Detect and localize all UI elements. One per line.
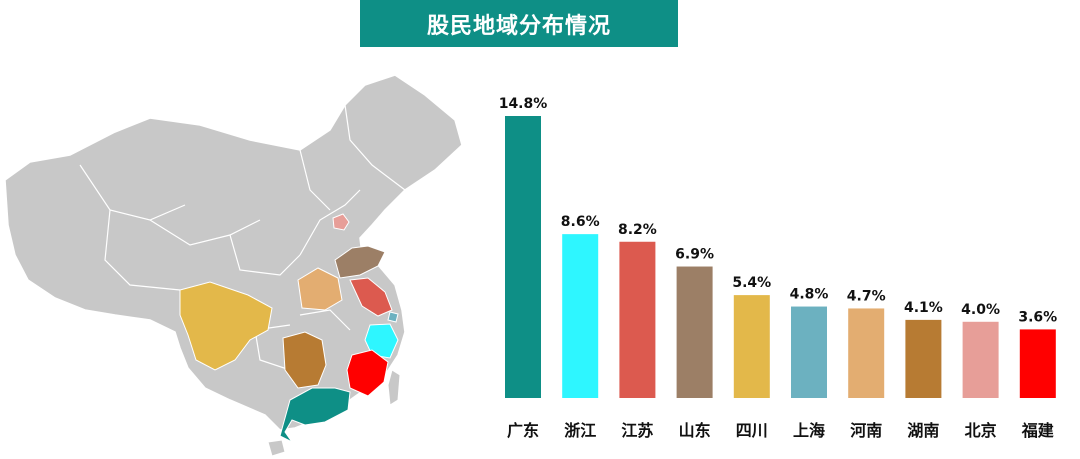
bar-5 xyxy=(791,306,827,398)
category-labels-group: 广东 浙江 江苏 山东 四川 上海 河南 湖南 北京 福建 xyxy=(507,421,1054,440)
value-label-6: 4.7% xyxy=(847,288,886,304)
category-label-0: 广东 xyxy=(507,421,539,440)
category-label-6: 河南 xyxy=(850,421,882,440)
bar-8 xyxy=(962,321,999,398)
bar-0 xyxy=(505,116,541,398)
island-taiwan xyxy=(387,369,401,406)
chart-title: 股民地域分布情况 xyxy=(426,13,611,39)
bar-3 xyxy=(676,266,713,398)
bars-group xyxy=(505,116,1056,398)
category-label-3: 山东 xyxy=(679,421,711,440)
value-labels-group: 14.8% 8.6% 8.2% 6.9% 5.4% 4.8% 4.7% 4.1% 4.0% 3.6… xyxy=(499,96,1058,325)
province-fujian xyxy=(346,349,389,397)
province-guangdong xyxy=(279,387,351,443)
province-jiangsu xyxy=(349,277,393,317)
province-sichuan xyxy=(179,281,273,371)
province-henan xyxy=(297,267,343,311)
value-label-5: 4.8% xyxy=(790,287,829,303)
chart-title-banner: 股民地域分布情况 xyxy=(360,0,678,47)
value-label-0: 14.8% xyxy=(499,96,548,112)
province-shandong xyxy=(334,245,386,279)
category-label-8: 北京 xyxy=(965,421,997,440)
value-label-8: 4.0% xyxy=(961,302,1000,318)
value-label-3: 6.9% xyxy=(675,247,714,263)
value-label-7: 4.1% xyxy=(904,300,943,316)
category-label-5: 上海 xyxy=(793,421,825,440)
category-label-1: 浙江 xyxy=(564,421,596,440)
province-shanghai xyxy=(387,311,399,323)
category-label-9: 福建 xyxy=(1021,421,1054,440)
bar-9 xyxy=(1019,329,1056,398)
bar-chart: 14.8% 8.6% 8.2% 6.9% 5.4% 4.8% 4.7% 4.1% 4.0% 3.6… xyxy=(499,96,1058,440)
category-label-7: 湖南 xyxy=(907,421,939,440)
value-label-9: 3.6% xyxy=(1018,309,1057,325)
province-beijing xyxy=(332,213,350,231)
bar-6 xyxy=(848,308,885,398)
bar-2 xyxy=(619,241,656,398)
bar-4 xyxy=(733,295,770,398)
bar-1 xyxy=(562,234,599,398)
value-label-4: 5.4% xyxy=(732,275,771,291)
island-hainan xyxy=(267,439,286,457)
value-label-2: 8.2% xyxy=(618,222,657,238)
china-map xyxy=(4,74,463,457)
china-outline xyxy=(4,74,463,431)
province-hunan xyxy=(282,331,327,389)
category-label-2: 江苏 xyxy=(621,421,653,440)
category-label-4: 四川 xyxy=(736,421,768,440)
province-zhejiang xyxy=(364,323,399,359)
bar-7 xyxy=(905,319,942,398)
value-label-1: 8.6% xyxy=(561,214,600,230)
